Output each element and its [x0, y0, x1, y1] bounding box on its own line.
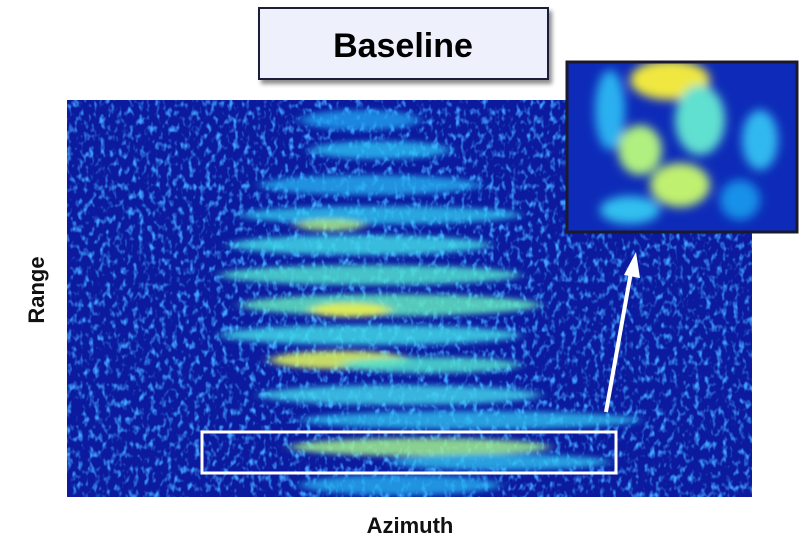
title: Baseline	[333, 27, 473, 65]
y-axis-label: Range	[24, 256, 49, 323]
x-axis-label: Azimuth	[367, 513, 454, 538]
figure: Baseline Azimuth Range	[0, 0, 803, 539]
zoom-inset	[567, 60, 797, 232]
